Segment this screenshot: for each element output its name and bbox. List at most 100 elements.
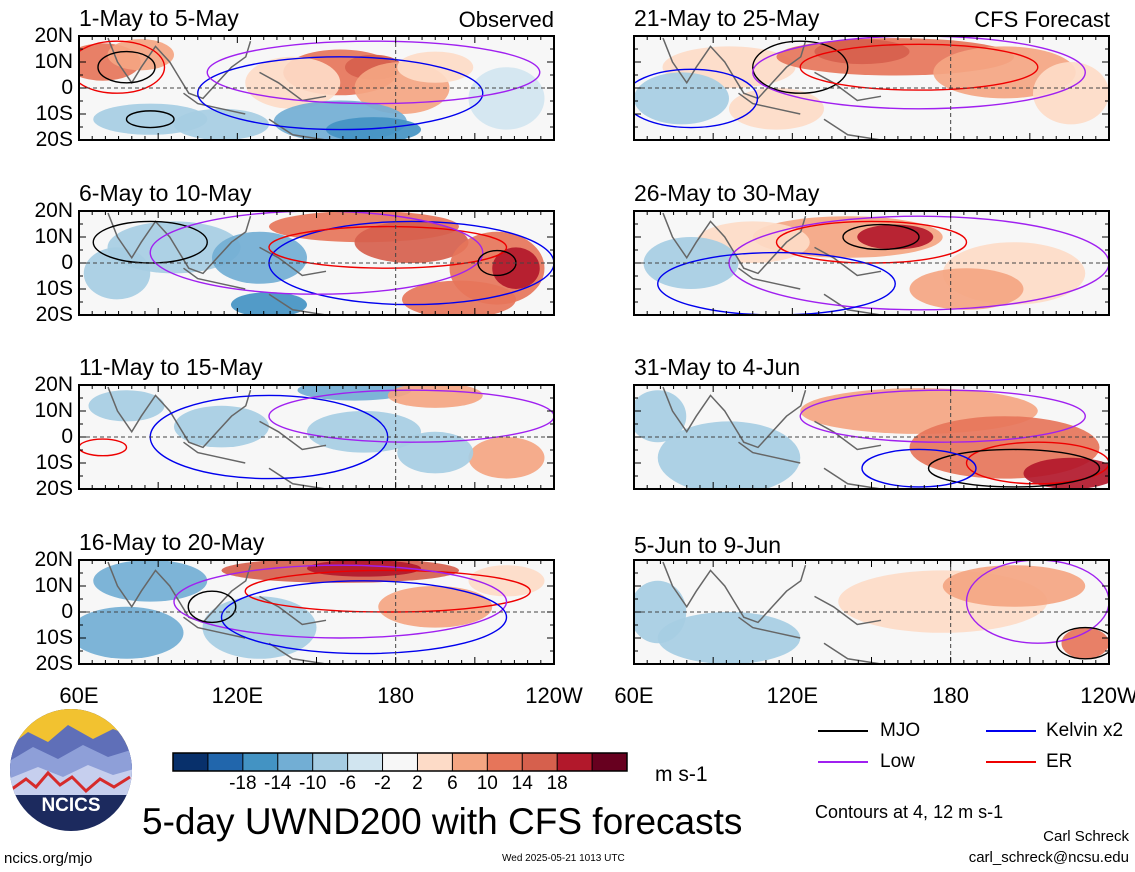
colorbar-tick-label: 2 [412, 773, 423, 794]
contour-line [752, 40, 849, 94]
coastline [183, 267, 246, 290]
anomaly-shading [402, 280, 516, 315]
y-tick-label: 0 [61, 425, 73, 448]
legend [818, 730, 1036, 763]
colorbar-swatch [347, 753, 384, 771]
legend-label-kelvin: Kelvin x2 [1046, 720, 1124, 741]
contour-line [634, 68, 759, 129]
contour-line [206, 40, 541, 105]
y-tick-label: 20S [35, 128, 73, 151]
anomaly-shading [492, 247, 540, 289]
colorbar-swatch [452, 753, 488, 771]
coastline [662, 561, 807, 624]
legend-label-er: ER [1046, 751, 1073, 772]
y-tick-label: 10N [34, 50, 73, 73]
coastline [738, 616, 801, 639]
contour-line [97, 50, 156, 84]
coastline [662, 386, 807, 449]
anomaly-shading [174, 108, 269, 140]
panel-title-5: 11-May to 15-May [79, 354, 263, 380]
contour-line [799, 389, 1086, 443]
panel-title-4: 26-May to 30-May [634, 180, 820, 206]
map-panel-3 [78, 210, 555, 316]
y-tick-label: 20N [34, 24, 73, 47]
contour-line [197, 56, 484, 131]
colorbar [172, 752, 628, 772]
site-url-link[interactable]: ncics.org/mjo [4, 850, 93, 867]
coastline [183, 616, 246, 639]
colorbar-swatch [417, 753, 453, 771]
map-panel-5 [78, 384, 555, 490]
anomaly-shading [378, 586, 493, 628]
coastline [823, 118, 882, 140]
map-panel-2 [633, 35, 1110, 141]
contour-line [220, 580, 508, 655]
contour-line [842, 223, 920, 251]
coastline [738, 92, 801, 115]
coastline [814, 71, 882, 102]
contour-line [79, 438, 128, 457]
anomaly-shading [88, 390, 165, 422]
colorbar-tick-label: 6 [447, 773, 458, 794]
main-title: 5-day UWND200 with CFS forecasts [142, 801, 743, 842]
contour-line [79, 40, 166, 94]
y-tick-label: 20S [35, 477, 73, 500]
coastline [268, 467, 327, 489]
y-tick-label: 20N [34, 199, 73, 222]
panel-label-cfs-forecast: CFS Forecast [974, 7, 1110, 32]
coastline [259, 246, 327, 277]
contour-line [149, 211, 484, 295]
contour-line [268, 389, 554, 443]
contour-line [173, 564, 508, 639]
colorbar-tick-label: 10 [476, 773, 498, 794]
contour-line [1056, 626, 1109, 660]
anomaly-shading [657, 421, 801, 489]
coastline [259, 420, 327, 451]
x-tick-label: 60E [614, 683, 654, 708]
coastline [738, 267, 801, 290]
ncics-logo: NCICS [10, 709, 132, 831]
contour-line [187, 590, 237, 624]
contour-line [861, 448, 977, 488]
x-tick-label: 120W [525, 683, 583, 708]
colorbar-tick-label: 14 [511, 773, 533, 794]
contour-note: Contours at 4, 12 m s-1 [815, 802, 1004, 822]
anomaly-shading [634, 390, 687, 443]
svg-text:NCICS: NCICS [41, 795, 100, 816]
anomaly-shading [354, 221, 469, 263]
anomaly-shading [634, 580, 687, 644]
colorbar-swatch [173, 753, 209, 771]
x-tick-label: 120W [1080, 683, 1135, 708]
anomaly-shading [468, 437, 545, 479]
anomaly-shading [1061, 627, 1109, 659]
y-tick-label: 10S [35, 451, 73, 474]
y-tick-label: 10S [35, 277, 73, 300]
coastline [268, 642, 327, 664]
anomaly-shading [231, 292, 307, 315]
anomaly-shading [634, 72, 729, 125]
timestamp: Wed 2025-05-21 1013 UTC [502, 853, 625, 864]
colorbar-swatch [592, 753, 628, 771]
coastline [823, 642, 882, 664]
legend-label-low: Low [880, 751, 915, 772]
x-tick-label: 180 [932, 683, 970, 708]
map-panel-8 [633, 559, 1110, 665]
coastline [823, 293, 882, 315]
anomaly-shading [83, 247, 151, 300]
panel-title-8: 5-Jun to 9-Jun [634, 532, 782, 558]
contour-line [965, 441, 1109, 485]
colorbar-swatch [277, 753, 314, 771]
contour-line [268, 225, 508, 269]
anomaly-shading [79, 606, 184, 659]
coastline [662, 37, 807, 100]
credit-email: carl_schreck@ncsu.edu [968, 849, 1129, 866]
coastline [268, 118, 327, 140]
colorbar-swatch [557, 753, 593, 771]
colorbar-tick-label: -10 [298, 773, 327, 794]
x-tick-label: 180 [377, 683, 415, 708]
coastline [823, 467, 882, 489]
anomaly-shading [1033, 61, 1109, 125]
colorbar-swatch [312, 753, 349, 771]
coastline [183, 441, 246, 464]
